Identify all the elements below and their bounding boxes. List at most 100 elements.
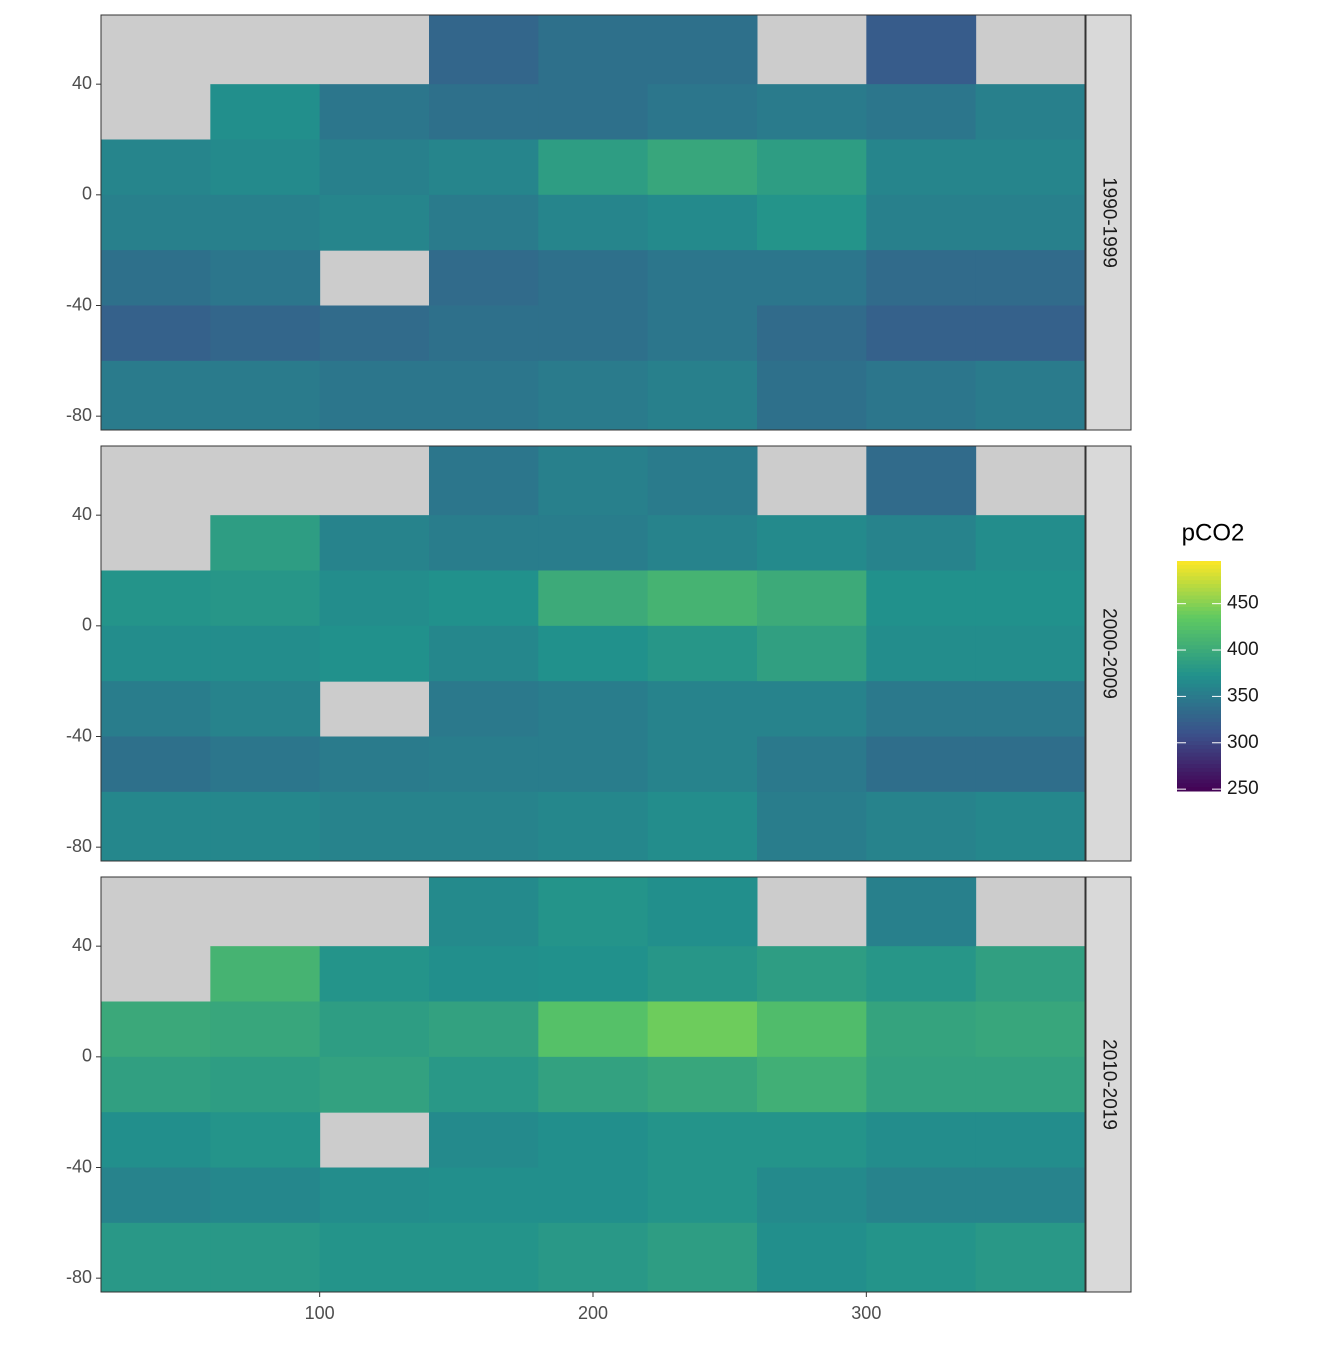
raster-cell [975, 1112, 1086, 1168]
raster-cell [538, 625, 649, 682]
legend-title: pCO2 [1182, 519, 1245, 546]
raster-cell [210, 625, 321, 682]
colorbar-slice [1177, 733, 1221, 738]
raster-cell [866, 250, 977, 306]
raster-cell [538, 1222, 649, 1293]
y-tick-label: 40 [72, 73, 92, 93]
raster-cell [101, 1167, 211, 1224]
facet-label: 2000-2009 [1098, 608, 1119, 699]
colorbar-slice [1177, 710, 1221, 715]
raster-cell [647, 1222, 758, 1293]
colorbar-slice [1177, 687, 1221, 692]
colorbar-slice [1177, 702, 1221, 708]
raster-cell [647, 1001, 758, 1058]
raster-cell [210, 1056, 321, 1113]
colorbar-slice [1177, 729, 1221, 734]
raster-cell [210, 515, 321, 571]
raster-cell [210, 736, 321, 793]
colorbar-slice [1177, 618, 1221, 623]
colorbar-tick-label: 400 [1227, 639, 1259, 660]
raster-cell [538, 1001, 649, 1058]
raster-cell [319, 1167, 430, 1224]
raster-cell [866, 15, 977, 85]
raster-cell [757, 1222, 867, 1293]
raster-cell [429, 681, 539, 737]
colorbar-slice [1177, 572, 1221, 577]
raster-cell [319, 736, 430, 793]
raster-cell [538, 791, 649, 862]
colorbar-slice [1177, 564, 1221, 570]
raster-cell [866, 194, 977, 251]
raster-cell [429, 877, 539, 947]
raster-cell [866, 946, 977, 1002]
raster-cell [101, 1056, 211, 1113]
panel-border [100, 445, 1086, 862]
colorbar-slice [1177, 630, 1221, 635]
facet-strip [1085, 876, 1132, 1293]
raster-cell [757, 250, 867, 306]
y-tick-label: -40 [66, 294, 92, 314]
raster-cell [647, 946, 758, 1002]
y-tick-label: 40 [72, 504, 92, 524]
raster-cell [647, 791, 758, 862]
raster-cell [866, 736, 977, 793]
raster-cell [210, 1001, 321, 1058]
colorbar-slice [1177, 764, 1221, 769]
raster-cell [975, 194, 1086, 251]
colorbar-slice [1177, 787, 1221, 792]
raster-cell [757, 194, 867, 251]
colorbar-slice [1177, 695, 1221, 700]
colorbar-slice [1177, 672, 1221, 677]
raster-cell [210, 194, 321, 251]
colorbar-slice [1177, 771, 1221, 777]
colorbar-slice [1177, 683, 1221, 688]
colorbar-slice [1177, 668, 1221, 673]
raster-cell [429, 1001, 539, 1058]
colorbar-slice [1177, 741, 1221, 746]
raster-cell [647, 139, 758, 196]
colorbar-slice [1177, 584, 1221, 589]
raster-cell [429, 515, 539, 571]
raster-cell [538, 84, 649, 140]
facet-strip [1085, 14, 1132, 431]
colorbar-slice [1177, 614, 1221, 619]
panel-border [100, 14, 1086, 431]
raster-cell [647, 570, 758, 627]
raster-cell [319, 515, 430, 571]
raster-cell [538, 139, 649, 196]
raster-cell [647, 681, 758, 737]
raster-cell [647, 736, 758, 793]
colorbar-slice [1177, 633, 1221, 639]
raster-cell [647, 446, 758, 516]
raster-cell [757, 515, 867, 571]
raster-cell [319, 1001, 430, 1058]
y-tick-label: -80 [66, 405, 92, 425]
raster-cell [538, 360, 649, 431]
colorbar-slice [1177, 756, 1221, 761]
raster-cell [757, 681, 867, 737]
colorbar-slice [1177, 561, 1221, 566]
raster-cell [647, 877, 758, 947]
raster-cell [429, 84, 539, 140]
raster-cell [101, 360, 211, 431]
raster-cell [647, 250, 758, 306]
raster-cell [210, 791, 321, 862]
raster-cell [319, 1222, 430, 1293]
colorbar-slice [1177, 653, 1221, 658]
raster-cell [429, 1222, 539, 1293]
raster-cell [866, 1112, 977, 1168]
colorbar-slice [1177, 745, 1221, 750]
raster-cell [647, 194, 758, 251]
raster-cell [866, 625, 977, 682]
colorbar-slice [1177, 649, 1221, 654]
raster-cell [101, 1001, 211, 1058]
raster-cell [757, 570, 867, 627]
raster-cell [975, 681, 1086, 737]
colorbar-slice [1177, 760, 1221, 765]
raster-cell [538, 250, 649, 306]
colorbar-slice [1177, 622, 1221, 627]
raster-cell [429, 736, 539, 793]
raster-cell [647, 515, 758, 571]
raster-cell [429, 625, 539, 682]
